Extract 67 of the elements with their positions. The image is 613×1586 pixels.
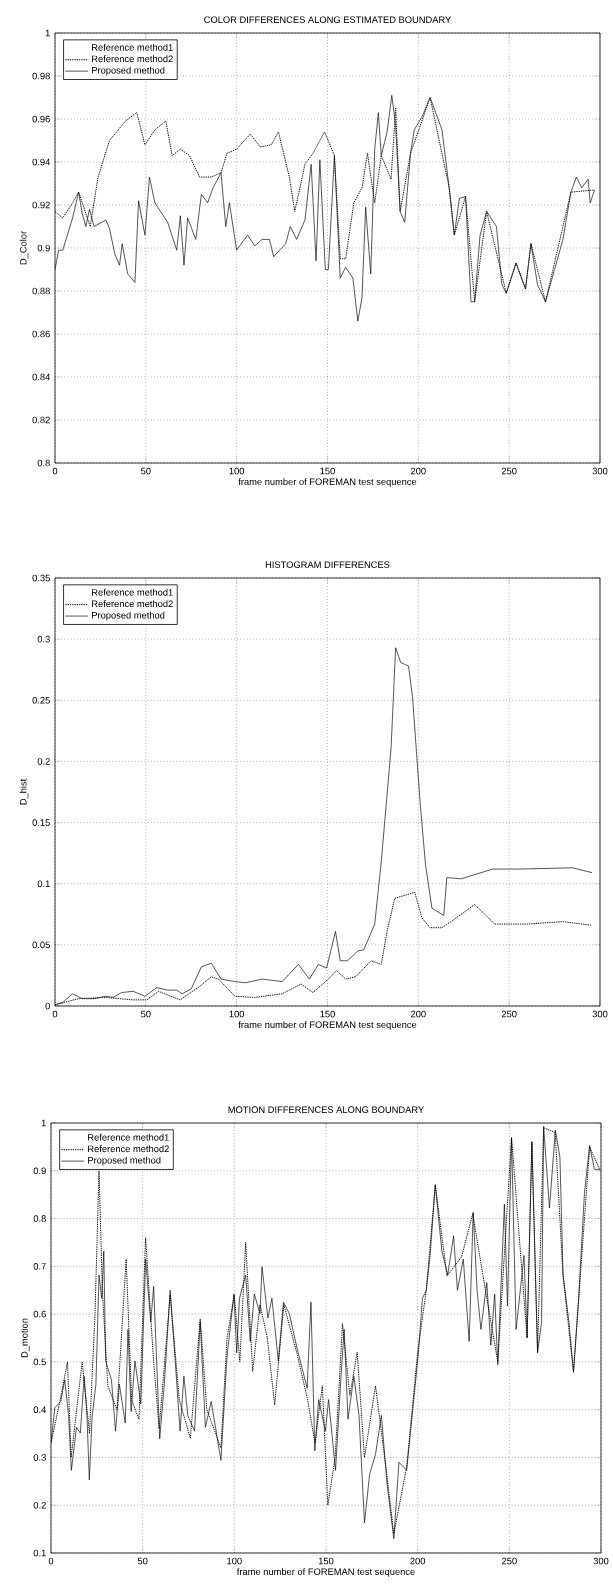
chart-title: MOTION DIFFERENCES ALONG BOUNDARY — [228, 1106, 424, 1113]
chart-title: HISTOGRAM DIFFERENCES — [265, 561, 390, 568]
y-axis-title: D_motion — [20, 1318, 30, 1358]
x-tick-label: 200 — [411, 1010, 426, 1018]
y-tick-label: 0.05 — [32, 941, 50, 949]
y-axis-title: D_Color — [19, 231, 29, 265]
x-tick-label: 150 — [320, 1010, 335, 1018]
legend-label: Reference method2 — [92, 600, 173, 608]
x-tick-label: 150 — [318, 1557, 334, 1565]
y-tick-label: 0.1 — [33, 1549, 46, 1557]
y-tick-label: 0.9 — [37, 244, 50, 252]
y-tick-label: 0.88 — [32, 287, 50, 295]
x-axis-title: frame number of FOREMAN test sequence — [238, 478, 417, 487]
y-tick-label: 0.86 — [32, 330, 50, 338]
x-tick-label: 250 — [502, 1557, 517, 1565]
x-axis-title: frame number of FOREMAN test sequence — [236, 1568, 415, 1577]
x-tick-label: 300 — [592, 467, 608, 475]
y-tick-label: 0.84 — [32, 373, 51, 381]
text: Reference method1 — [92, 588, 173, 596]
y-tick-label: 0.9 — [33, 1167, 46, 1175]
y-tick-label: 1 — [41, 1119, 46, 1127]
y-tick-label: 0.3 — [33, 1454, 46, 1461]
x-tick-label: 300 — [593, 1557, 609, 1565]
y-tick-label: 0.1 — [37, 880, 50, 888]
x-tick-label: 250 — [501, 1010, 517, 1018]
y-tick-label: 1 — [45, 29, 50, 37]
y-tick-label: 0.4 — [33, 1406, 47, 1413]
y-tick-label: 0.5 — [33, 1358, 46, 1366]
x-tick-label: 300 — [592, 1010, 608, 1018]
y-tick-label: 0.7 — [33, 1263, 46, 1270]
chart-title: COLOR DIFFERENCES ALONG ESTIMATED BOUNDARY — [204, 16, 452, 23]
y-tick-label: 0.2 — [33, 1501, 46, 1509]
y-tick-label: 0.35 — [32, 574, 50, 582]
legend-label: Reference method2 — [92, 55, 173, 63]
y-tick-label: 0.6 — [33, 1310, 46, 1318]
x-tick-label: 100 — [229, 467, 245, 475]
text: Reference method1 — [92, 43, 173, 51]
legend-label: Proposed method — [92, 66, 165, 76]
x-tick-label: 250 — [501, 467, 517, 475]
x-tick-label: 150 — [320, 467, 335, 475]
y-tick-label: 0.92 — [32, 201, 50, 209]
y-tick-label: 0.25 — [32, 697, 50, 704]
legend-label: Reference method2 — [88, 1145, 169, 1153]
y-tick-label: 0.3 — [37, 635, 50, 643]
y-tick-label: 0.15 — [32, 819, 50, 826]
y-tick-label: 0.82 — [32, 416, 50, 424]
x-tick-label: 100 — [229, 1010, 245, 1018]
legend-label: Proposed method — [88, 1156, 161, 1166]
y-tick-label: 0.94 — [32, 158, 51, 166]
x-tick-label: 100 — [227, 1557, 242, 1565]
x-tick-label: 0 — [52, 467, 58, 475]
y-tick-label: 0.8 — [37, 459, 50, 467]
x-tick-label: 200 — [411, 467, 426, 475]
x-tick-label: 50 — [141, 467, 151, 475]
y-tick-label: 0 — [45, 1002, 50, 1010]
y-tick-label: 0.98 — [32, 72, 50, 80]
x-tick-label: 50 — [137, 1557, 148, 1565]
y-axis-title: D_hist — [19, 778, 29, 805]
x-tick-label: 200 — [410, 1557, 426, 1565]
y-tick-label: 0.2 — [37, 758, 50, 765]
y-tick-label: 0.8 — [33, 1215, 46, 1222]
x-tick-label: 0 — [52, 1010, 58, 1018]
x-tick-label: 50 — [141, 1010, 151, 1018]
legend-label: Proposed method — [92, 611, 165, 621]
text: Reference method1 — [88, 1133, 169, 1141]
x-axis-title: frame number of FOREMAN test sequence — [238, 1021, 417, 1030]
y-tick-label: 0.96 — [32, 115, 50, 123]
